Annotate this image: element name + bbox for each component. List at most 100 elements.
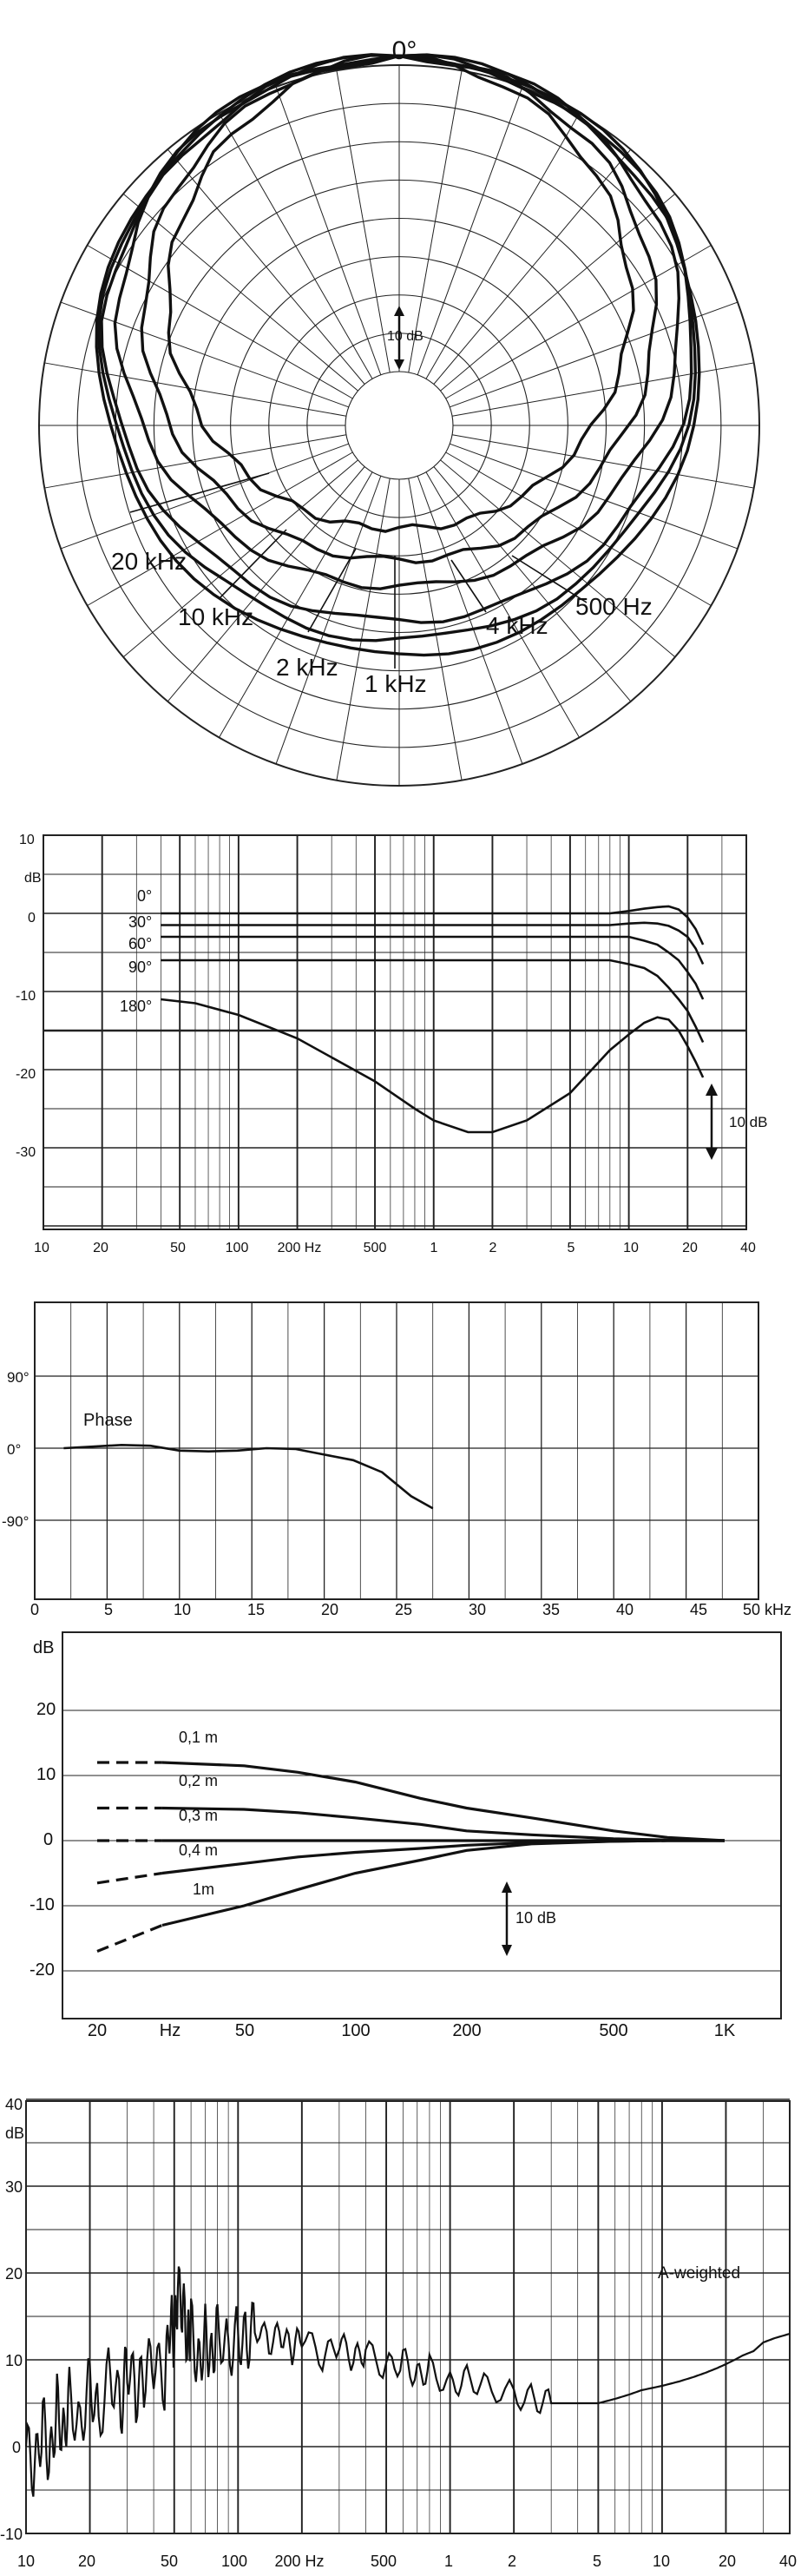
prox-x-tick: 1K bbox=[714, 2021, 736, 2040]
prox-x-tick: 100 bbox=[341, 2021, 370, 2040]
polar-spoke bbox=[87, 245, 353, 399]
polar-spoke bbox=[219, 471, 373, 738]
polar-spoke bbox=[425, 113, 580, 379]
noise-chart: 40 30 20 10 0 -10 dB A-weighted 10 20 50… bbox=[0, 2096, 797, 2570]
prox-label-1m: 1m bbox=[193, 1881, 214, 1898]
prox-series-dashed bbox=[96, 1871, 163, 1885]
polar-label-2khz: 2 kHz bbox=[276, 654, 338, 681]
fr-angle-labels: 0° 30° 60° 90° 180° bbox=[120, 887, 152, 1015]
noise-db-label: dB bbox=[5, 2125, 24, 2142]
polar-spoke bbox=[417, 476, 523, 765]
polar-spoke bbox=[336, 70, 391, 373]
fr-x-tick: 100 bbox=[226, 1241, 249, 1255]
noise-x-tick: 50 bbox=[161, 2553, 178, 2570]
polar-spoke bbox=[60, 443, 349, 550]
phase-grid bbox=[34, 1301, 759, 1600]
polar-spoke bbox=[440, 459, 676, 658]
prox-label-0-3m: 0,3 m bbox=[179, 1807, 218, 1824]
noise-y-tick: 0 bbox=[12, 2439, 21, 2456]
prox-db-label: dB bbox=[33, 1638, 54, 1657]
fr-series-line bbox=[161, 935, 705, 1000]
prox-series-dashed bbox=[96, 1924, 163, 1953]
polar-spoke bbox=[445, 245, 712, 399]
polar-scale-label: 10 dB bbox=[387, 329, 423, 344]
noise-x-ticks: 10 20 50 100 200 Hz 500 1 2 5 10 20 40 bbox=[17, 2553, 797, 2570]
fr-y-tick: 0 bbox=[28, 911, 36, 926]
fr-x-tick: 5 bbox=[568, 1241, 575, 1255]
noise-x-tick: 1 bbox=[444, 2553, 453, 2570]
fr-x-tick: 200 Hz bbox=[278, 1241, 322, 1255]
phase-x-tick: 45 bbox=[690, 1601, 707, 1618]
prox-y-tick: 10 bbox=[36, 1765, 56, 1784]
polar-spoke bbox=[275, 86, 382, 375]
polar-spoke bbox=[167, 148, 365, 385]
fr-scale: 10 dB bbox=[706, 1084, 767, 1160]
phase-chart: 90° 0° -90° Phase 0 5 10 15 20 25 30 35 … bbox=[2, 1301, 791, 1618]
prox-y-tick: 20 bbox=[36, 1700, 56, 1719]
fr-x-tick: 10 bbox=[34, 1241, 49, 1255]
fr-x-tick: 20 bbox=[93, 1241, 108, 1255]
polar-label-500hz: 500 Hz bbox=[575, 593, 653, 620]
fr-series-line bbox=[161, 921, 705, 965]
polar-label-10khz: 10 kHz bbox=[178, 603, 253, 630]
polar-spoke bbox=[122, 193, 358, 392]
noise-x-tick: 40 bbox=[779, 2553, 797, 2570]
polar-curves bbox=[95, 53, 701, 657]
noise-x-tick: 200 Hz bbox=[274, 2553, 324, 2570]
prox-x-tick: 500 bbox=[599, 2021, 627, 2040]
noise-x-tick: 500 bbox=[371, 2553, 397, 2570]
phase-x-tick: 15 bbox=[247, 1601, 265, 1618]
polar-spoke bbox=[425, 471, 580, 738]
fr-angle-label-180: 180° bbox=[120, 998, 152, 1015]
prox-y-tick: -20 bbox=[30, 1960, 55, 1980]
fr-series-line bbox=[161, 998, 705, 1134]
noise-x-tick: 5 bbox=[593, 2553, 601, 2570]
noise-y-tick: 20 bbox=[5, 2265, 23, 2283]
phase-y-ticks: 90° 0° -90° bbox=[2, 1369, 30, 1530]
noise-y-tick: -10 bbox=[0, 2526, 23, 2543]
noise-x-tick: 20 bbox=[719, 2553, 736, 2570]
phase-x-tick: 10 bbox=[174, 1601, 191, 1618]
phase-x-tick: 35 bbox=[542, 1601, 560, 1618]
prox-label-0-4m: 0,4 m bbox=[179, 1841, 218, 1859]
prox-x-tick: 20 bbox=[88, 2021, 107, 2040]
fr-x-tick: 10 bbox=[623, 1241, 639, 1255]
noise-y-tick: 30 bbox=[5, 2178, 23, 2196]
polar-chart: 0° 10 dB 20 kHz 10 kHz 2 kHz 1 kHz 4 kHz… bbox=[38, 36, 760, 787]
polar-spoke bbox=[451, 362, 754, 417]
phase-y-tick: 90° bbox=[7, 1369, 30, 1386]
prox-y-tick: -10 bbox=[30, 1895, 55, 1914]
polar-label-20khz: 20 kHz bbox=[111, 548, 187, 575]
polar-label-1khz: 1 kHz bbox=[364, 670, 427, 697]
phase-y-tick: 0° bbox=[7, 1441, 21, 1458]
fr-angle-label-90: 90° bbox=[128, 959, 152, 976]
polar-spoke bbox=[167, 466, 365, 702]
prox-x-tick: Hz bbox=[160, 2021, 181, 2040]
prox-distance-labels: 0,1 m 0,2 m 0,3 m 0,4 m 1m bbox=[179, 1729, 218, 1898]
phase-x-tick: 30 bbox=[469, 1601, 486, 1618]
fr-series-line bbox=[161, 905, 705, 945]
phase-x-tick: 50 kHz bbox=[743, 1601, 791, 1618]
polar-spoke bbox=[433, 466, 632, 702]
polar-series-line bbox=[167, 54, 635, 533]
fr-x-tick: 50 bbox=[170, 1241, 186, 1255]
noise-weighting-label: A-weighted bbox=[658, 2264, 740, 2283]
polar-spoke bbox=[417, 86, 523, 375]
noise-y-tick: 10 bbox=[5, 2352, 23, 2369]
fr-y-tick: -30 bbox=[16, 1145, 36, 1160]
fr-y-tick: -10 bbox=[16, 989, 36, 1004]
polar-spoke bbox=[122, 459, 358, 658]
phase-series-line bbox=[63, 1443, 434, 1510]
phase-x-ticks: 0 5 10 15 20 25 30 35 40 45 50 kHz bbox=[30, 1601, 791, 1618]
polar-frequency-labels: 20 kHz 10 kHz 2 kHz 1 kHz 4 kHz 500 Hz bbox=[111, 472, 653, 697]
polar-spoke bbox=[60, 301, 349, 408]
polar-spoke bbox=[219, 113, 373, 379]
fr-x-tick: 2 bbox=[489, 1241, 497, 1255]
polar-series-line bbox=[97, 53, 698, 642]
prox-x-tick: 200 bbox=[452, 2021, 481, 2040]
noise-x-tick: 20 bbox=[78, 2553, 95, 2570]
fr-x-tick: 500 bbox=[364, 1241, 387, 1255]
polar-series-line bbox=[140, 53, 659, 564]
prox-x-ticks: 20 Hz 50 100 200 500 1K bbox=[88, 2021, 736, 2040]
